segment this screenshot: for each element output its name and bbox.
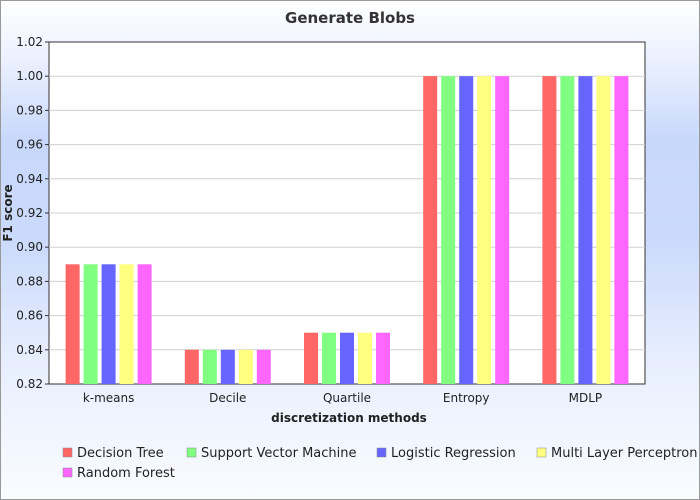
- y-tick-label: 0.88: [16, 274, 43, 288]
- x-axis-title: discretization methods: [271, 411, 427, 425]
- y-tick-label: 0.96: [16, 138, 43, 152]
- bar: [459, 76, 474, 384]
- bar: [495, 76, 510, 384]
- bar: [83, 264, 98, 384]
- y-tick-label: 0.86: [16, 309, 43, 323]
- legend-label: Support Vector Machine: [201, 446, 357, 461]
- bar: [322, 332, 336, 384]
- bar: [560, 76, 575, 384]
- y-axis-ticks: 0.82 0.84 0.86 0.88 0.90 0.92 0.94 0.96 0.98 1.00…: [16, 35, 49, 391]
- y-tick-label: 0.98: [16, 103, 43, 117]
- bar: [65, 264, 80, 384]
- bar: [441, 76, 456, 384]
- bar: [238, 349, 253, 384]
- bars: [65, 76, 629, 384]
- x-tick-label: k-means: [83, 391, 135, 405]
- y-tick-label: 0.94: [16, 172, 43, 186]
- bar: [184, 349, 199, 384]
- x-axis-ticks: k-means Decile Quartile Entropy MDLP: [83, 391, 602, 405]
- y-tick-label: 0.90: [16, 240, 43, 254]
- bar: [477, 76, 492, 384]
- bar: [542, 76, 557, 384]
- y-tick-label: 0.92: [16, 206, 43, 220]
- bar: [304, 332, 318, 384]
- bar: [614, 76, 629, 384]
- bar: [202, 349, 217, 384]
- legend: Decision Tree Support Vector Machine Logis…: [62, 446, 697, 481]
- legend-label: Random Forest: [77, 466, 175, 481]
- y-axis-title: F1 score: [1, 184, 15, 241]
- x-tick-label: Entropy: [443, 391, 490, 405]
- x-tick-label: Quartile: [323, 391, 371, 405]
- legend-label: Decision Tree: [77, 446, 164, 461]
- bar: [423, 76, 438, 384]
- y-tick-label: 0.84: [16, 343, 43, 357]
- legend-label: Multi Layer Perceptron: [551, 446, 697, 461]
- bar: [220, 349, 235, 384]
- bar: [578, 76, 593, 384]
- bar: [101, 264, 116, 384]
- legend-swatch: [376, 447, 387, 458]
- x-tick-label: Decile: [209, 391, 246, 405]
- legend-label: Logistic Regression: [391, 446, 516, 461]
- legend-swatch: [536, 447, 547, 458]
- legend-swatch: [186, 447, 197, 458]
- x-tick-label: MDLP: [569, 391, 603, 405]
- bar: [376, 332, 390, 384]
- bar: [119, 264, 134, 384]
- bar: [340, 332, 354, 384]
- legend-swatch: [62, 467, 73, 478]
- bar: [256, 349, 271, 384]
- y-tick-label: 1.02: [16, 35, 43, 49]
- chart-title: Generate Blobs: [285, 9, 415, 27]
- bar: [137, 264, 152, 384]
- bar: [596, 76, 611, 384]
- legend-swatch: [62, 447, 73, 458]
- bar: [358, 332, 372, 384]
- y-tick-label: 0.82: [16, 377, 43, 391]
- y-tick-label: 1.00: [16, 69, 43, 83]
